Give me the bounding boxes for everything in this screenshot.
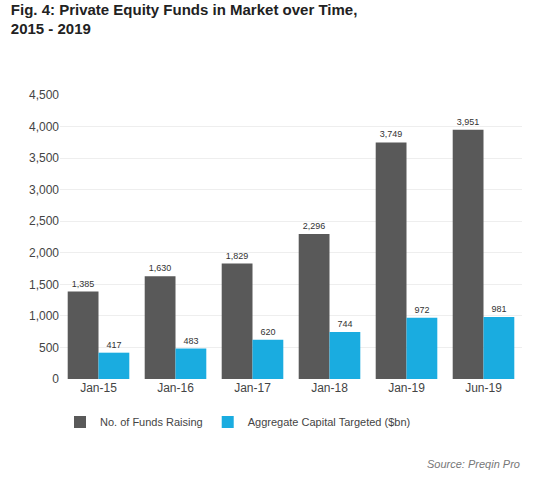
svg-text:620: 620 [260, 327, 275, 337]
svg-text:3,749: 3,749 [380, 129, 403, 139]
svg-text:500: 500 [39, 341, 59, 355]
svg-text:2,296: 2,296 [303, 221, 326, 231]
svg-text:3,500: 3,500 [29, 151, 59, 165]
svg-text:2,500: 2,500 [29, 214, 59, 228]
svg-text:1,500: 1,500 [29, 278, 59, 292]
svg-text:3,951: 3,951 [457, 117, 480, 127]
svg-text:4,500: 4,500 [29, 88, 59, 102]
svg-text:1,630: 1,630 [149, 263, 172, 273]
svg-text:744: 744 [337, 319, 352, 329]
svg-text:1,000: 1,000 [29, 309, 59, 323]
svg-text:417: 417 [106, 340, 121, 350]
svg-text:Fig. 4: Private Equity Funds i: Fig. 4: Private Equity Funds in Market o… [11, 1, 357, 38]
svg-text:981: 981 [491, 304, 506, 314]
svg-text:Jan-18: Jan-18 [311, 381, 348, 395]
svg-text:No. of Funds Raising: No. of Funds Raising [100, 416, 203, 428]
svg-text:Jan-17: Jan-17 [234, 381, 271, 395]
svg-text:4,000: 4,000 [29, 120, 59, 134]
svg-text:3,000: 3,000 [29, 183, 59, 197]
svg-text:2,000: 2,000 [29, 246, 59, 260]
svg-text:1,829: 1,829 [226, 251, 249, 261]
svg-text:0: 0 [52, 372, 59, 386]
svg-text:Aggregate Capital Targeted ($b: Aggregate Capital Targeted ($bn) [248, 416, 410, 428]
svg-text:Jan-15: Jan-15 [80, 381, 117, 395]
svg-text:Jan-16: Jan-16 [157, 381, 194, 395]
svg-text:Jun-19: Jun-19 [465, 381, 502, 395]
svg-text:Jan-19: Jan-19 [388, 381, 425, 395]
svg-text:1,385: 1,385 [72, 279, 95, 289]
svg-text:Source: Preqin Pro: Source: Preqin Pro [427, 458, 520, 470]
svg-text:972: 972 [414, 305, 429, 315]
svg-text:483: 483 [183, 336, 198, 346]
